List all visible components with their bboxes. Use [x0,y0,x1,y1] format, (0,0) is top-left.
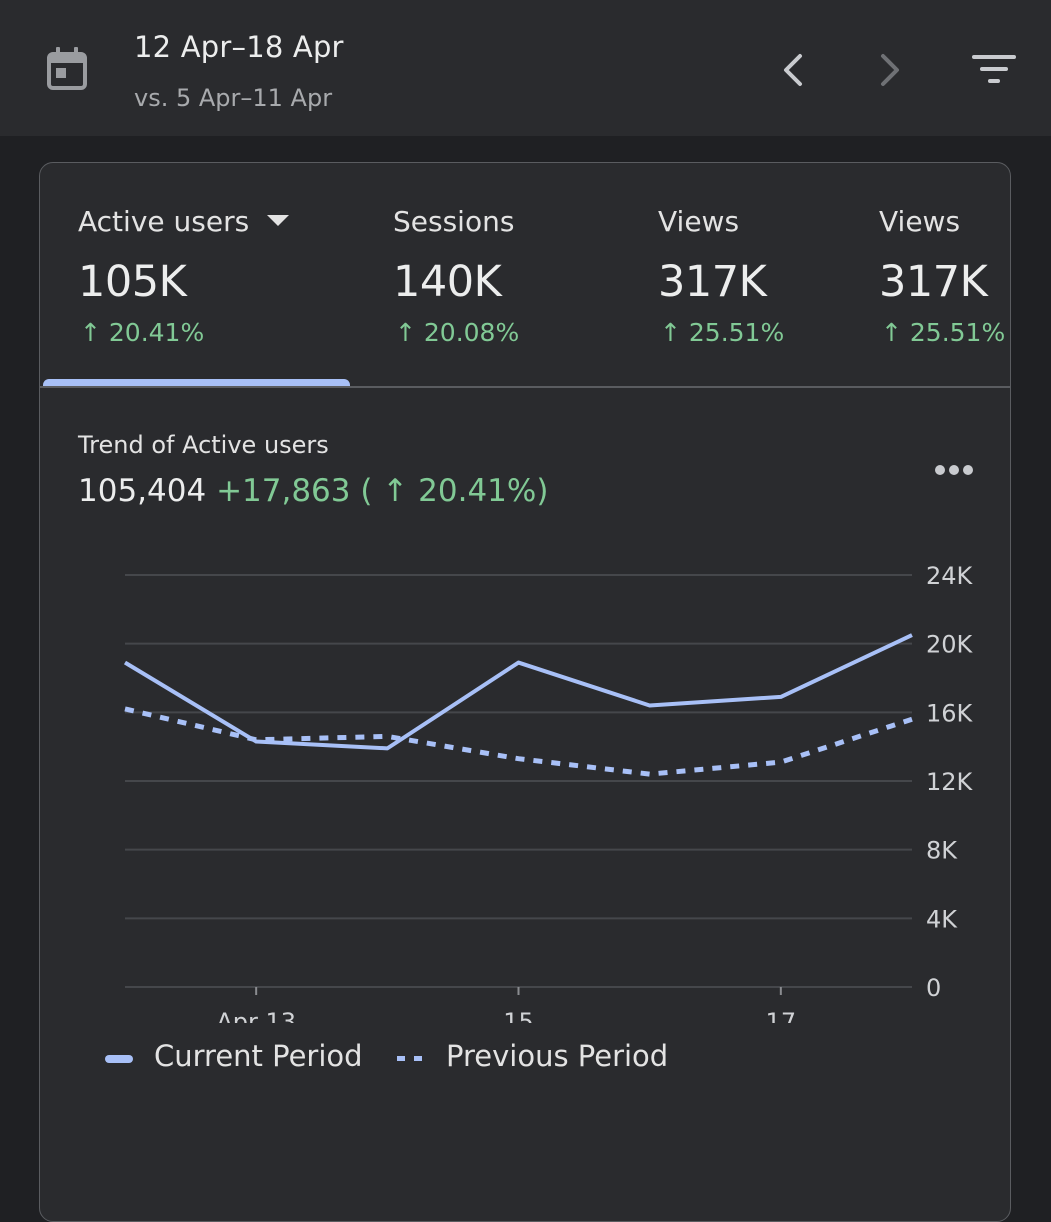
metric-value: 105K [78,257,186,307]
comparison-range[interactable]: vs. 5 Apr–11 Apr [134,84,332,112]
metric-change: ↑ 25.51% [881,318,1005,347]
date-range[interactable]: 12 Apr–18 Apr [134,30,344,64]
top-bar: 12 Apr–18 Apr vs. 5 Apr–11 Apr [0,0,1051,136]
x-tick-label: Apr 13 [216,1008,296,1023]
metric-value: 140K [393,257,501,307]
x-tick-label: 17 [766,1008,797,1023]
metric-tab-sessions[interactable]: Sessions 140K ↑ 20.08% [393,163,643,385]
more-options-icon[interactable] [933,461,975,479]
y-tick-label: 8K [926,837,958,865]
y-tick-label: 12K [926,768,974,796]
y-tick-label: 0 [926,974,941,1002]
trend-delta: +17,863 ( ↑ 20.41%) [216,473,548,509]
metric-value: 317K [658,257,766,307]
series-line-current-period [125,635,912,748]
dropdown-caret-icon[interactable] [267,215,289,226]
trend-total: 105,404 [78,473,206,509]
metric-value: 317K [879,257,987,307]
y-tick-label: 4K [926,905,958,933]
metric-change: ↑ 20.41% [80,318,204,347]
metric-label: Active users [78,205,289,238]
legend-swatch-dotted [396,1053,426,1065]
trend-summary: 105,404 +17,863 ( ↑ 20.41%) [78,473,548,509]
y-tick-label: 16K [926,699,974,727]
tab-divider [40,386,1011,388]
trend-line-chart: 24K 20K 16K 12K 8K 4K 0 Apr 13 15 17 [40,543,1011,1023]
y-tick-label: 20K [926,631,974,659]
metric-tab-active-users[interactable]: Active users 105K ↑ 20.41% [78,163,378,385]
metric-label: Sessions [393,205,514,238]
metric-tab-views[interactable]: Views 317K ↑ 25.51% [658,163,868,385]
chevron-right-icon[interactable] [873,50,905,90]
y-tick-label: 24K [926,562,974,590]
chevron-left-icon[interactable] [778,50,810,90]
metric-label: Views [879,205,960,238]
x-tick-label: 15 [503,1008,534,1023]
metric-tab-views-2[interactable]: Views 317K ↑ 25.51% [879,163,1011,385]
calendar-icon[interactable] [47,46,87,90]
series-line-previous-period [125,709,912,774]
legend-label: Previous Period [446,1039,668,1073]
legend-swatch-solid [104,1053,134,1065]
trend-title: Trend of Active users [78,431,329,459]
metric-label: Views [658,205,739,238]
analytics-card: Active users 105K ↑ 20.41% Sessions 140K… [39,162,1011,1222]
legend-label: Current Period [154,1039,363,1073]
filter-icon[interactable] [970,52,1018,86]
metric-change: ↑ 25.51% [660,318,784,347]
metric-change: ↑ 20.08% [395,318,519,347]
